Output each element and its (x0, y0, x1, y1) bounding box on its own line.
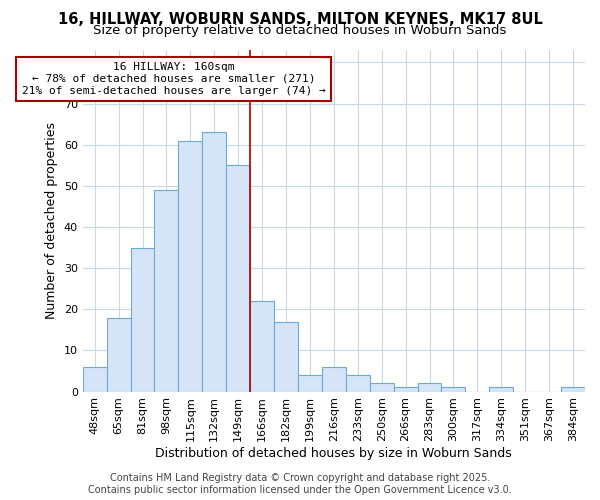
Bar (274, 322, 298, 392)
Bar (418, 384, 442, 392)
Y-axis label: Number of detached properties: Number of detached properties (45, 122, 58, 320)
Bar (561, 388, 585, 392)
Text: 16 HILLWAY: 160sqm
← 78% of detached houses are smaller (271)
21% of semi-detach: 16 HILLWAY: 160sqm ← 78% of detached hou… (22, 62, 325, 96)
Bar (322, 367, 346, 392)
X-axis label: Distribution of detached houses by size in Woburn Sands: Distribution of detached houses by size … (155, 447, 512, 460)
Bar (442, 388, 466, 392)
Bar (250, 301, 274, 392)
Bar (298, 375, 322, 392)
Bar (370, 384, 394, 392)
Bar (226, 165, 250, 392)
Bar (490, 388, 513, 392)
Bar (83, 367, 107, 392)
Bar (131, 248, 154, 392)
Bar (107, 318, 131, 392)
Text: Size of property relative to detached houses in Woburn Sands: Size of property relative to detached ho… (94, 24, 506, 37)
Text: 16, HILLWAY, WOBURN SANDS, MILTON KEYNES, MK17 8UL: 16, HILLWAY, WOBURN SANDS, MILTON KEYNES… (58, 12, 542, 28)
Text: Contains HM Land Registry data © Crown copyright and database right 2025.
Contai: Contains HM Land Registry data © Crown c… (88, 474, 512, 495)
Bar (202, 132, 226, 392)
Bar (178, 140, 202, 392)
Bar (154, 190, 178, 392)
Bar (346, 375, 370, 392)
Bar (394, 388, 418, 392)
